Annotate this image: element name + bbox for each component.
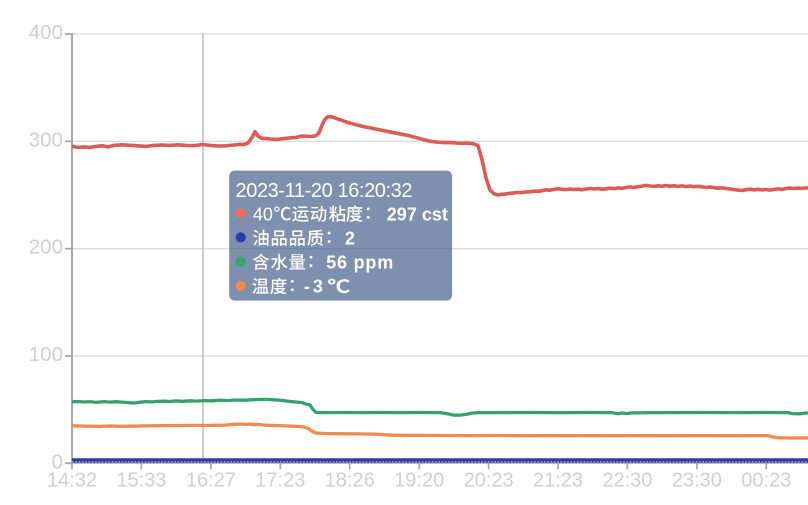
- svg-text:3: 3: [313, 277, 323, 297]
- svg-text:2: 2: [345, 228, 355, 248]
- svg-text:21:23: 21:23: [533, 470, 583, 492]
- svg-text:19:20: 19:20: [394, 470, 444, 492]
- svg-text:100: 100: [29, 343, 63, 366]
- svg-text:40: 40: [253, 204, 273, 224]
- svg-text:18:26: 18:26: [325, 470, 375, 492]
- svg-text:22:30: 22:30: [602, 470, 652, 492]
- svg-text:20:23: 20:23: [464, 470, 514, 492]
- svg-text:15:33: 15:33: [116, 470, 166, 492]
- svg-text:400: 400: [29, 21, 63, 44]
- svg-text:-: -: [304, 277, 310, 297]
- svg-text:56 ppm: 56 ppm: [326, 253, 394, 273]
- svg-text:297 cst: 297 cst: [387, 204, 448, 224]
- svg-text:16:27: 16:27: [186, 470, 236, 492]
- svg-text:14:32: 14:32: [47, 470, 97, 492]
- svg-text:2023-11-20 16:20:32: 2023-11-20 16:20:32: [236, 180, 413, 202]
- svg-text:200: 200: [29, 236, 63, 259]
- svg-text:23:30: 23:30: [672, 470, 722, 492]
- svg-text:17:23: 17:23: [255, 470, 305, 492]
- svg-text:300: 300: [29, 128, 63, 151]
- svg-text:00:23: 00:23: [741, 470, 791, 492]
- svg-text:0: 0: [52, 450, 63, 473]
